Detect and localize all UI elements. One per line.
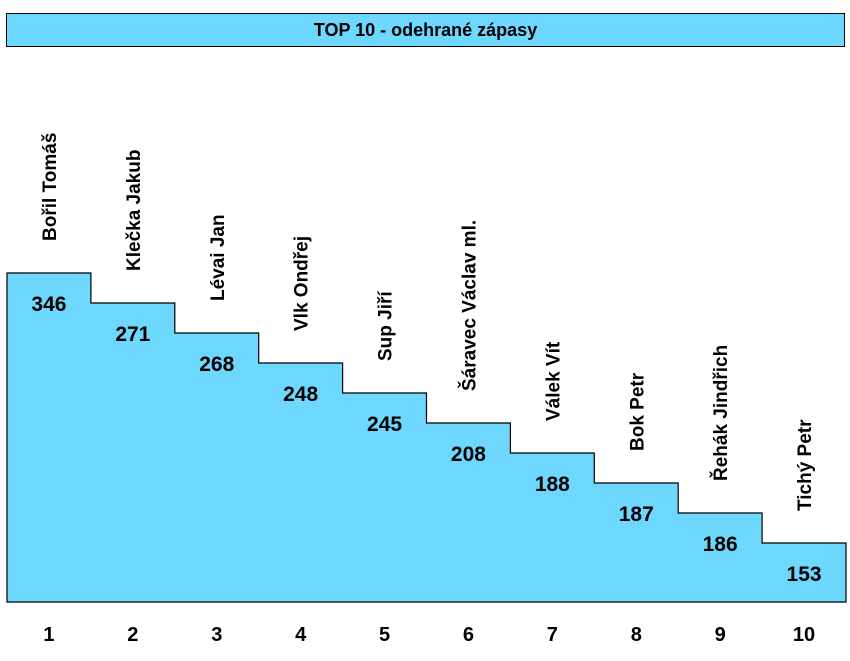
value-label: 268 xyxy=(199,353,234,376)
rank-label: 4 xyxy=(295,624,307,646)
value-label: 271 xyxy=(115,323,150,346)
rank-labels: 1 2 3 4 5 6 7 8 9 10 xyxy=(43,624,815,646)
rank-label: 2 xyxy=(127,624,138,646)
rank-label: 6 xyxy=(463,624,474,646)
staircase-area xyxy=(6,272,847,603)
value-label: 153 xyxy=(787,563,822,586)
player-names: Bořil Tomáš Klečka Jakub Lévai Jan Vlk Ondř… xyxy=(40,133,816,511)
value-label: 346 xyxy=(31,293,66,316)
value-labels: 346 271 268 248 245 208 188 187 186 153 xyxy=(31,293,821,586)
player-name: Řehák Jindřich xyxy=(710,345,732,481)
player-name: Vlk Ondřej xyxy=(292,236,313,331)
player-name: Bořil Tomáš xyxy=(40,133,61,241)
player-name: Sup Jiří xyxy=(376,291,397,361)
value-label: 187 xyxy=(619,503,654,526)
value-label: 186 xyxy=(703,533,738,556)
value-label: 245 xyxy=(367,413,402,436)
player-name: Válek Vít xyxy=(543,341,564,421)
rank-label: 7 xyxy=(547,624,558,646)
rank-label: 10 xyxy=(793,624,815,646)
step-area xyxy=(6,272,847,603)
player-name: Klečka Jakub xyxy=(124,150,145,271)
value-label: 248 xyxy=(283,383,318,406)
rank-label: 8 xyxy=(631,624,642,646)
player-name: Bok Petr xyxy=(627,372,648,451)
rank-label: 1 xyxy=(43,624,54,646)
player-name: Tichý Petr xyxy=(795,419,816,511)
rank-label: 5 xyxy=(379,624,390,646)
value-label: 208 xyxy=(451,443,486,466)
value-label: 188 xyxy=(535,473,570,496)
player-name: Šáravec Václav ml. xyxy=(458,220,480,391)
rank-label: 9 xyxy=(715,624,726,646)
player-name: Lévai Jan xyxy=(208,214,229,301)
chart-title: TOP 10 - odehrané zápasy xyxy=(6,13,845,47)
rank-label: 3 xyxy=(211,624,222,646)
